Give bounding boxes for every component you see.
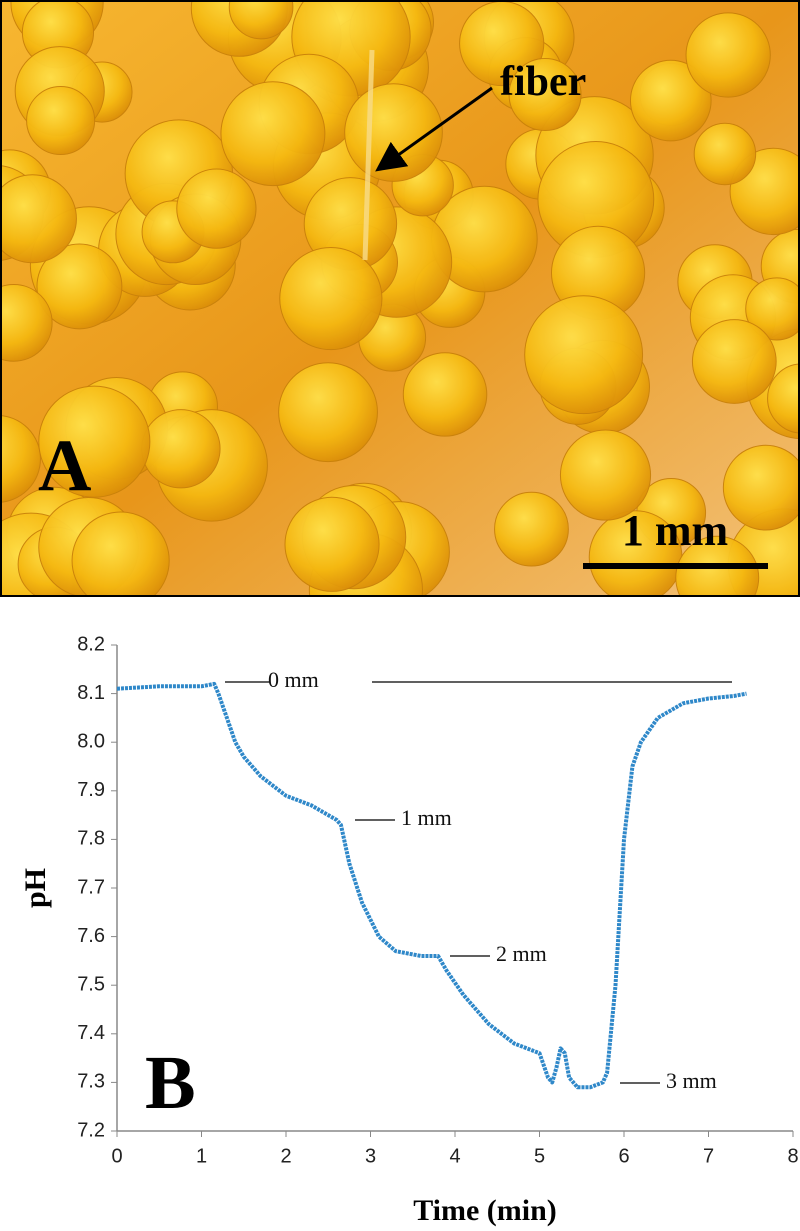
- y-tick-label: 7.3: [77, 1071, 105, 1093]
- sphere: [722, 444, 800, 531]
- sphere: [38, 385, 151, 498]
- sphere: [220, 81, 326, 187]
- y-tick-label: 7.4: [77, 1022, 105, 1044]
- sphere: [508, 58, 582, 132]
- annotation: fiber: [500, 59, 586, 105]
- annotation: 1 mm: [401, 805, 452, 830]
- line: [116, 681, 747, 1090]
- sphere: [693, 122, 757, 186]
- y-tick-label: 8.2: [77, 633, 105, 655]
- panel-label: B: [145, 1041, 196, 1125]
- x-tick-label: 8: [787, 1145, 798, 1167]
- sphere: [279, 246, 383, 351]
- annotation: 3 mm: [666, 1068, 717, 1093]
- x-tick-label: 4: [449, 1145, 460, 1167]
- y-tick-label: 7.8: [77, 828, 105, 850]
- scale-bar-label: 1 mm: [622, 506, 728, 555]
- sphere: [26, 85, 96, 156]
- x-tick-label: 3: [365, 1145, 376, 1167]
- sphere: [36, 243, 123, 330]
- annotation: 0 mm: [268, 667, 319, 692]
- sphere: [0, 174, 77, 264]
- x-axis-label: Time (min): [413, 1194, 557, 1227]
- photo-border: [0, 0, 800, 597]
- sphere: [141, 409, 221, 489]
- sphere: [228, 0, 294, 40]
- sphere: [767, 363, 800, 434]
- sphere: [176, 168, 257, 249]
- sphere: [278, 362, 378, 463]
- y-tick-label: 8.1: [77, 682, 105, 704]
- sphere: [494, 491, 569, 567]
- arrow: [375, 86, 493, 172]
- x-tick-label: 2: [280, 1145, 291, 1167]
- panel-label: A: [38, 425, 91, 507]
- y-tick-label: 7.9: [77, 779, 105, 801]
- photo: [0, 0, 800, 597]
- y-tick-label: 7.2: [77, 1119, 105, 1141]
- sphere: [402, 352, 488, 437]
- y-tick-label: 7.7: [77, 876, 105, 898]
- sphere: [0, 414, 41, 503]
- x-tick-label: 0: [111, 1145, 122, 1167]
- sphere: [71, 511, 170, 597]
- x-tick-label: 1: [196, 1145, 207, 1167]
- sphere: [745, 277, 800, 341]
- y-axis-label: pH: [19, 868, 52, 908]
- x-tick-label: 6: [618, 1145, 629, 1167]
- sphere: [685, 12, 771, 98]
- annotation: 2 mm: [496, 941, 547, 966]
- sphere: [559, 429, 652, 521]
- y-tick-label: 7.5: [77, 973, 105, 995]
- fiber: [362, 49, 375, 261]
- x-tick-label: 7: [703, 1145, 714, 1167]
- sphere: [0, 283, 53, 362]
- sphere: [629, 59, 712, 142]
- sphere: [691, 319, 777, 404]
- sphere: [524, 295, 644, 415]
- y-tick-label: 7.6: [77, 925, 105, 947]
- sphere: [284, 496, 380, 592]
- x-tick-label: 5: [534, 1145, 545, 1167]
- y-tick-label: 8.0: [77, 730, 105, 752]
